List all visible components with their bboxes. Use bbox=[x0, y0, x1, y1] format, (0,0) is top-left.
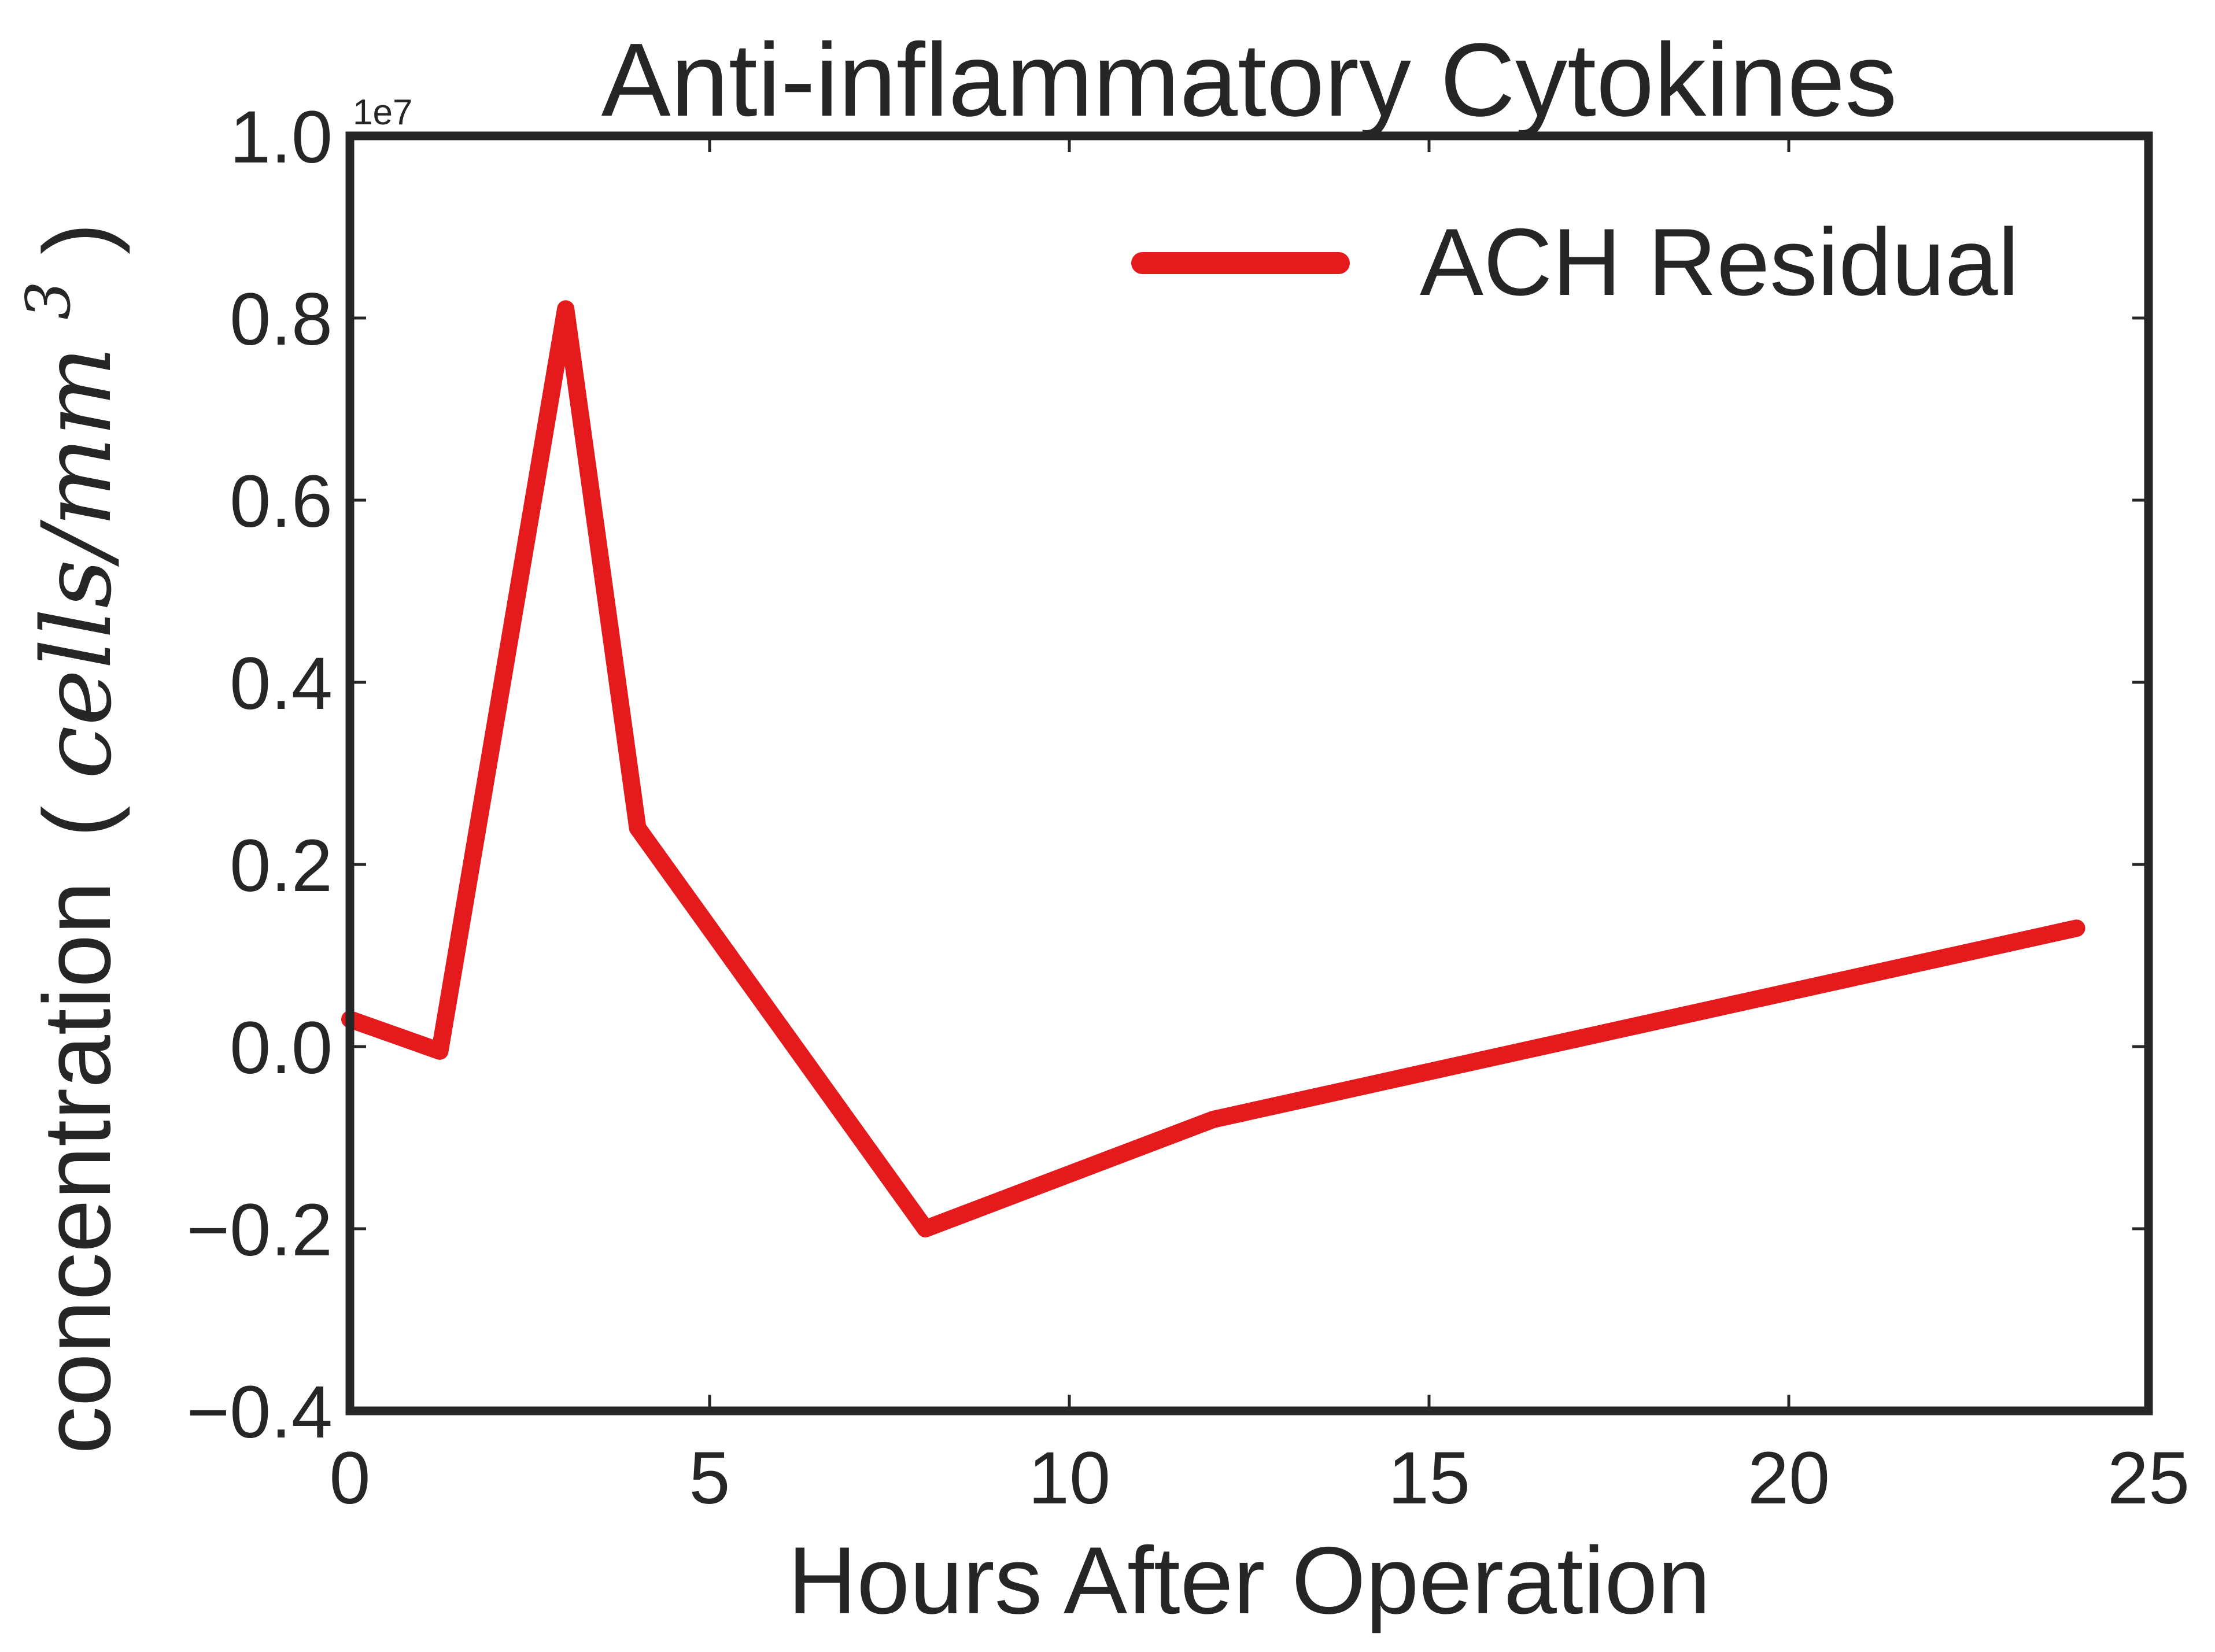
y-axis-label: concentration ( cells/mm 3 ) bbox=[0, 223, 132, 1454]
x-tick-label: 10 bbox=[1028, 1437, 1110, 1520]
y-tick-label: 0.4 bbox=[230, 642, 333, 725]
y-axis-label-open-paren: ( bbox=[24, 805, 130, 837]
legend-label-ach-residual: ACH Residual bbox=[1420, 209, 2019, 315]
offset-label: 1e7 bbox=[353, 93, 412, 132]
y-axis-label-prefix: concentration bbox=[24, 881, 130, 1454]
svg-text:concentration ( ce: concentration ( cells/mm 3 ) bbox=[0, 223, 132, 1454]
y-axis-label-close-paren: ) bbox=[24, 223, 130, 254]
y-axis-label-unit: cells/mm bbox=[21, 346, 132, 779]
series-layer bbox=[341, 300, 2085, 1237]
y-tick-label: −0.4 bbox=[186, 1371, 333, 1454]
x-axis-label: Hours After Operation bbox=[788, 1527, 1711, 1633]
x-tick-label: 15 bbox=[1388, 1437, 1470, 1520]
y-tick-label: −0.2 bbox=[186, 1189, 333, 1272]
y-axis-label-unit-exponent: 3 bbox=[13, 281, 84, 320]
x-tick-label: 0 bbox=[329, 1437, 370, 1520]
y-tick-label: 0.8 bbox=[230, 278, 333, 361]
plot-frame bbox=[345, 131, 2153, 1416]
legend: ACH Residual bbox=[1131, 209, 2019, 315]
x-tick-label: 20 bbox=[1748, 1437, 1830, 1520]
series-line-ach-residual bbox=[341, 300, 2085, 1237]
x-tick-label: 25 bbox=[2107, 1437, 2190, 1520]
y-tick-label: 0.2 bbox=[230, 825, 333, 907]
x-tick-label: 5 bbox=[689, 1437, 730, 1520]
y-tick-label: 1.0 bbox=[230, 96, 333, 179]
y-ticks: −0.4 −0.2 0.0 0.2 0.4 0.6 0.8 1.0 bbox=[186, 96, 2148, 1454]
x-ticks: 0 5 10 15 20 25 bbox=[329, 136, 2190, 1520]
chart-title: Anti-inflammatory Cytokines bbox=[601, 22, 1897, 138]
y-tick-label: 0.6 bbox=[230, 460, 333, 543]
y-tick-label: 0.0 bbox=[230, 1007, 333, 1089]
